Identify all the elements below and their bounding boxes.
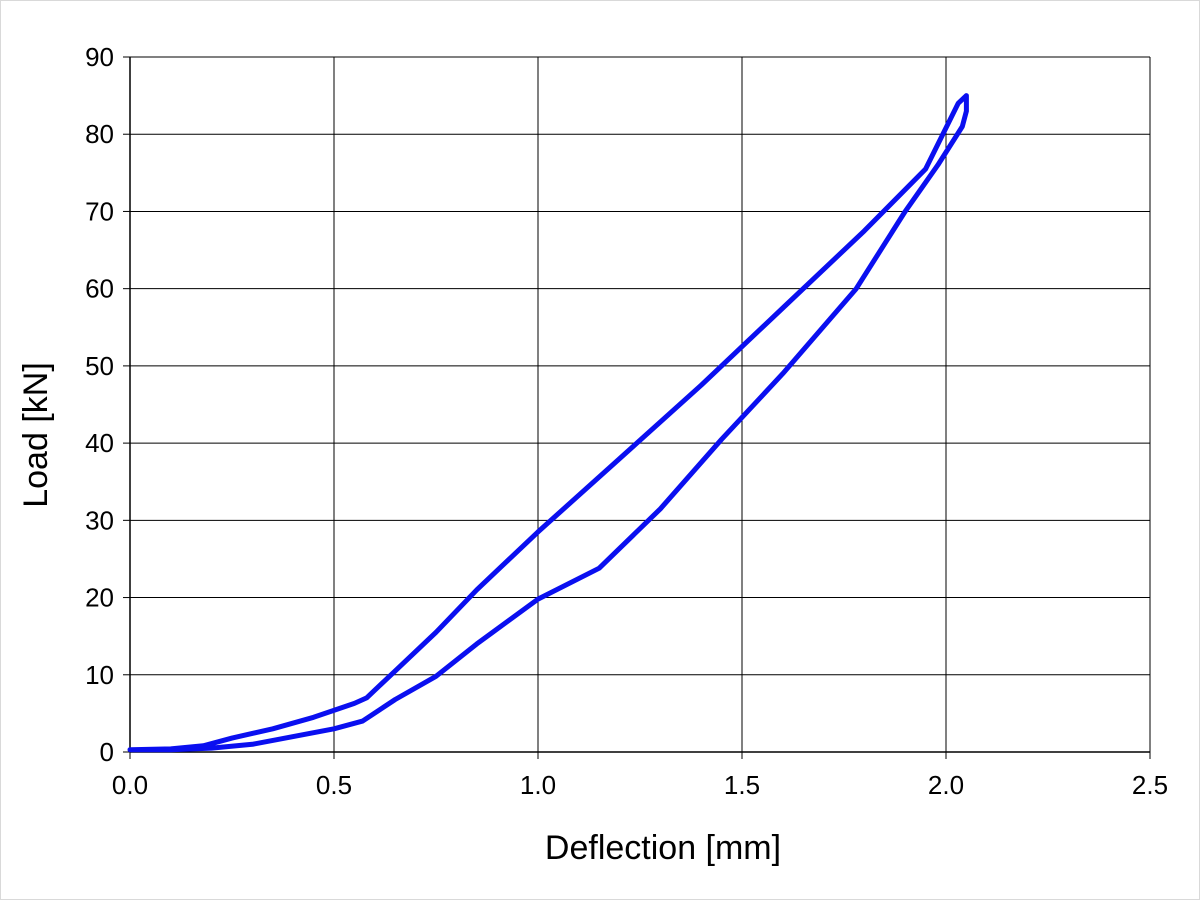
y-tick-label: 50: [85, 351, 114, 381]
x-tick-label: 2.0: [928, 770, 964, 800]
y-axis-label: Load [kN]: [17, 362, 55, 508]
series-line: [127, 93, 969, 753]
x-tick-label: 1.0: [520, 770, 556, 800]
y-tick-label: 80: [85, 119, 114, 149]
series-group: [127, 93, 969, 753]
y-tick-label: 10: [85, 660, 114, 690]
y-tick-label: 40: [85, 428, 114, 458]
y-tick-label: 60: [85, 274, 114, 304]
y-tick-label: 90: [85, 42, 114, 72]
x-tick-label: 1.5: [724, 770, 760, 800]
x-tick-label: 0.0: [112, 770, 148, 800]
y-tick-label: 20: [85, 583, 114, 613]
y-tick-label: 0: [100, 737, 114, 767]
axes: [123, 56, 1151, 759]
grid-lines: [130, 56, 1151, 752]
x-axis-label: Deflection [mm]: [545, 829, 781, 867]
y-tick-label: 30: [85, 505, 114, 535]
tick-labels: 0 10 20 30 40 50 60 70 80 90 0.0 0.5 1.0 1.5 2.0 2.5: [85, 42, 1168, 800]
y-tick-label: 70: [85, 196, 114, 226]
x-tick-label: 2.5: [1132, 770, 1168, 800]
x-tick-label: 0.5: [316, 770, 352, 800]
